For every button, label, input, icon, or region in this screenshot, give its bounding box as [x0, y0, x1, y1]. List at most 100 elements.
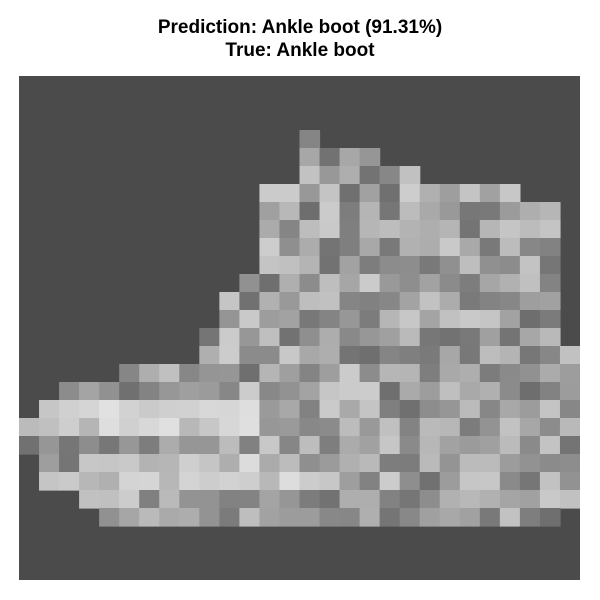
image-pixel — [519, 490, 541, 509]
image-pixel — [559, 364, 580, 383]
image-pixel — [379, 238, 401, 257]
image-pixel — [299, 436, 321, 455]
image-pixel — [439, 220, 461, 239]
image-pixel — [479, 400, 501, 419]
image-pixel — [319, 310, 341, 329]
image-pixel — [279, 472, 301, 491]
image-pixel — [239, 328, 261, 347]
image-pixel — [259, 328, 281, 347]
image-pixel — [119, 436, 140, 455]
image-pixel — [219, 328, 240, 347]
image-pixel — [239, 400, 261, 419]
image-pixel — [219, 418, 240, 437]
image-pixel — [539, 238, 561, 257]
image-pixel — [119, 364, 140, 383]
image-pixel — [439, 328, 461, 347]
image-pixel — [319, 400, 341, 419]
image-pixel — [479, 418, 501, 437]
image-pixel — [359, 346, 381, 365]
image-pixel — [359, 418, 381, 437]
image-pixel — [399, 202, 421, 221]
image-pixel — [479, 292, 501, 311]
image-pixel — [379, 256, 401, 275]
image-pixel — [199, 454, 220, 473]
image-pixel — [519, 202, 541, 221]
image-pixel — [279, 184, 301, 203]
image-pixel — [359, 364, 381, 383]
image-pixel — [319, 454, 341, 473]
image-pixel — [519, 472, 541, 491]
image-pixel — [359, 400, 381, 419]
image-pixel — [499, 202, 521, 221]
image-pixel — [259, 256, 281, 275]
image-pixel — [279, 328, 301, 347]
image-pixel — [499, 328, 521, 347]
image-pixel — [559, 382, 580, 401]
image-pixel — [259, 364, 281, 383]
image-pixel — [179, 454, 200, 473]
image-pixel — [519, 220, 541, 239]
image-pixel — [499, 454, 521, 473]
image-pixel — [559, 472, 580, 491]
image-pixel — [439, 472, 461, 491]
image-pixel — [299, 130, 321, 149]
image-pixel — [179, 382, 200, 401]
image-pixel — [159, 400, 180, 419]
image-pixel — [359, 490, 381, 509]
image-pixel — [199, 382, 220, 401]
image-pixel — [379, 274, 401, 293]
image-pixel — [339, 454, 361, 473]
image-pixel — [539, 418, 561, 437]
image-pixel — [539, 202, 561, 221]
image-pixel — [19, 436, 40, 455]
image-pixel — [319, 166, 341, 185]
image-pixel — [259, 202, 281, 221]
image-pixel — [399, 418, 421, 437]
image-pixel — [299, 184, 321, 203]
image-pixel — [499, 184, 521, 203]
image-pixel — [139, 490, 160, 509]
image-pixel — [119, 490, 140, 509]
image-pixel — [519, 454, 541, 473]
image-pixel — [399, 346, 421, 365]
image-pixel — [99, 472, 120, 491]
image-pixel — [199, 508, 220, 527]
image-pixel — [239, 436, 261, 455]
image-pixel — [399, 238, 421, 257]
image-pixel — [139, 382, 160, 401]
image-pixel — [479, 238, 501, 257]
image-pixel — [119, 454, 140, 473]
image-pixel — [259, 436, 281, 455]
image-pixel — [259, 490, 281, 509]
image-pixel — [279, 508, 301, 527]
image-pixel — [459, 436, 481, 455]
image-pixel — [539, 292, 561, 311]
image-pixel — [159, 472, 180, 491]
image-pixel — [339, 490, 361, 509]
image-pixel — [199, 418, 220, 437]
image-pixel — [359, 292, 381, 311]
image-pixel — [479, 202, 501, 221]
image-pixel — [339, 400, 361, 419]
image-pixel — [259, 238, 281, 257]
image-pixel — [399, 310, 421, 329]
image-pixel — [279, 292, 301, 311]
image-pixel — [499, 346, 521, 365]
image-pixel — [259, 382, 281, 401]
image-pixel — [119, 472, 140, 491]
image-pixel — [319, 238, 341, 257]
image-pixel — [279, 364, 301, 383]
image-pixel — [79, 418, 100, 437]
image-pixel — [39, 436, 60, 455]
image-pixel — [239, 508, 261, 527]
image-pixel — [179, 364, 200, 383]
image-pixel — [499, 256, 521, 275]
image-pixel — [499, 400, 521, 419]
image-pixel — [359, 436, 381, 455]
image-pixel — [219, 382, 240, 401]
image-pixel — [379, 418, 401, 437]
image-pixel — [299, 364, 321, 383]
image-pixel — [59, 436, 80, 455]
image-pixel — [459, 310, 481, 329]
image-pixel — [419, 238, 441, 257]
